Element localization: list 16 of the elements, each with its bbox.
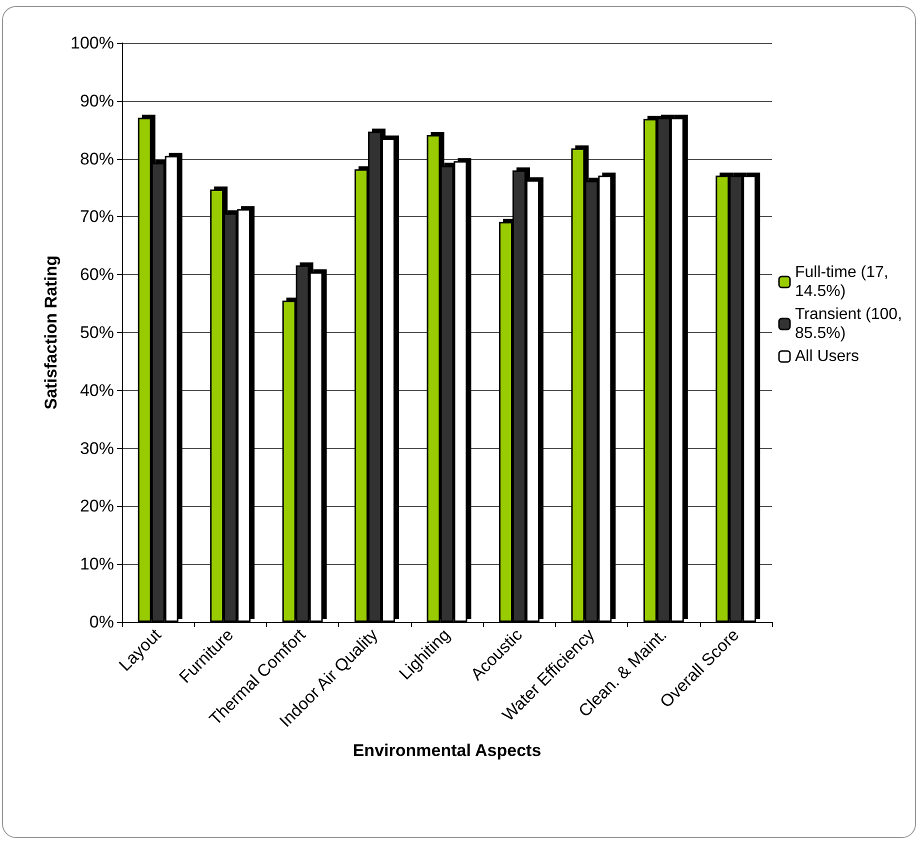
y-tick-label: 40% bbox=[80, 380, 114, 400]
y-tick-label: 10% bbox=[80, 554, 114, 574]
y-tick-label: 60% bbox=[80, 265, 114, 284]
y-tick-label: 100% bbox=[70, 34, 114, 52]
y-tick-label: 50% bbox=[80, 323, 114, 342]
legend-label: Transient (100, 85.5%) bbox=[795, 306, 906, 342]
x-axis-title: Environmental Aspects bbox=[352, 741, 542, 760]
y-tick-label: 90% bbox=[80, 91, 114, 110]
legend-label: Full-time (17, 14.5%) bbox=[795, 264, 893, 300]
y-tick-label: 30% bbox=[80, 438, 114, 458]
y-tick-label: 20% bbox=[80, 496, 114, 516]
legend-label: All Users bbox=[795, 348, 860, 365]
y-tick-label: 80% bbox=[80, 149, 114, 168]
y-tick-label: 0% bbox=[89, 612, 114, 632]
y-axis-title: Satisfaction Rating bbox=[42, 256, 61, 410]
y-tick-label: 70% bbox=[80, 207, 114, 226]
